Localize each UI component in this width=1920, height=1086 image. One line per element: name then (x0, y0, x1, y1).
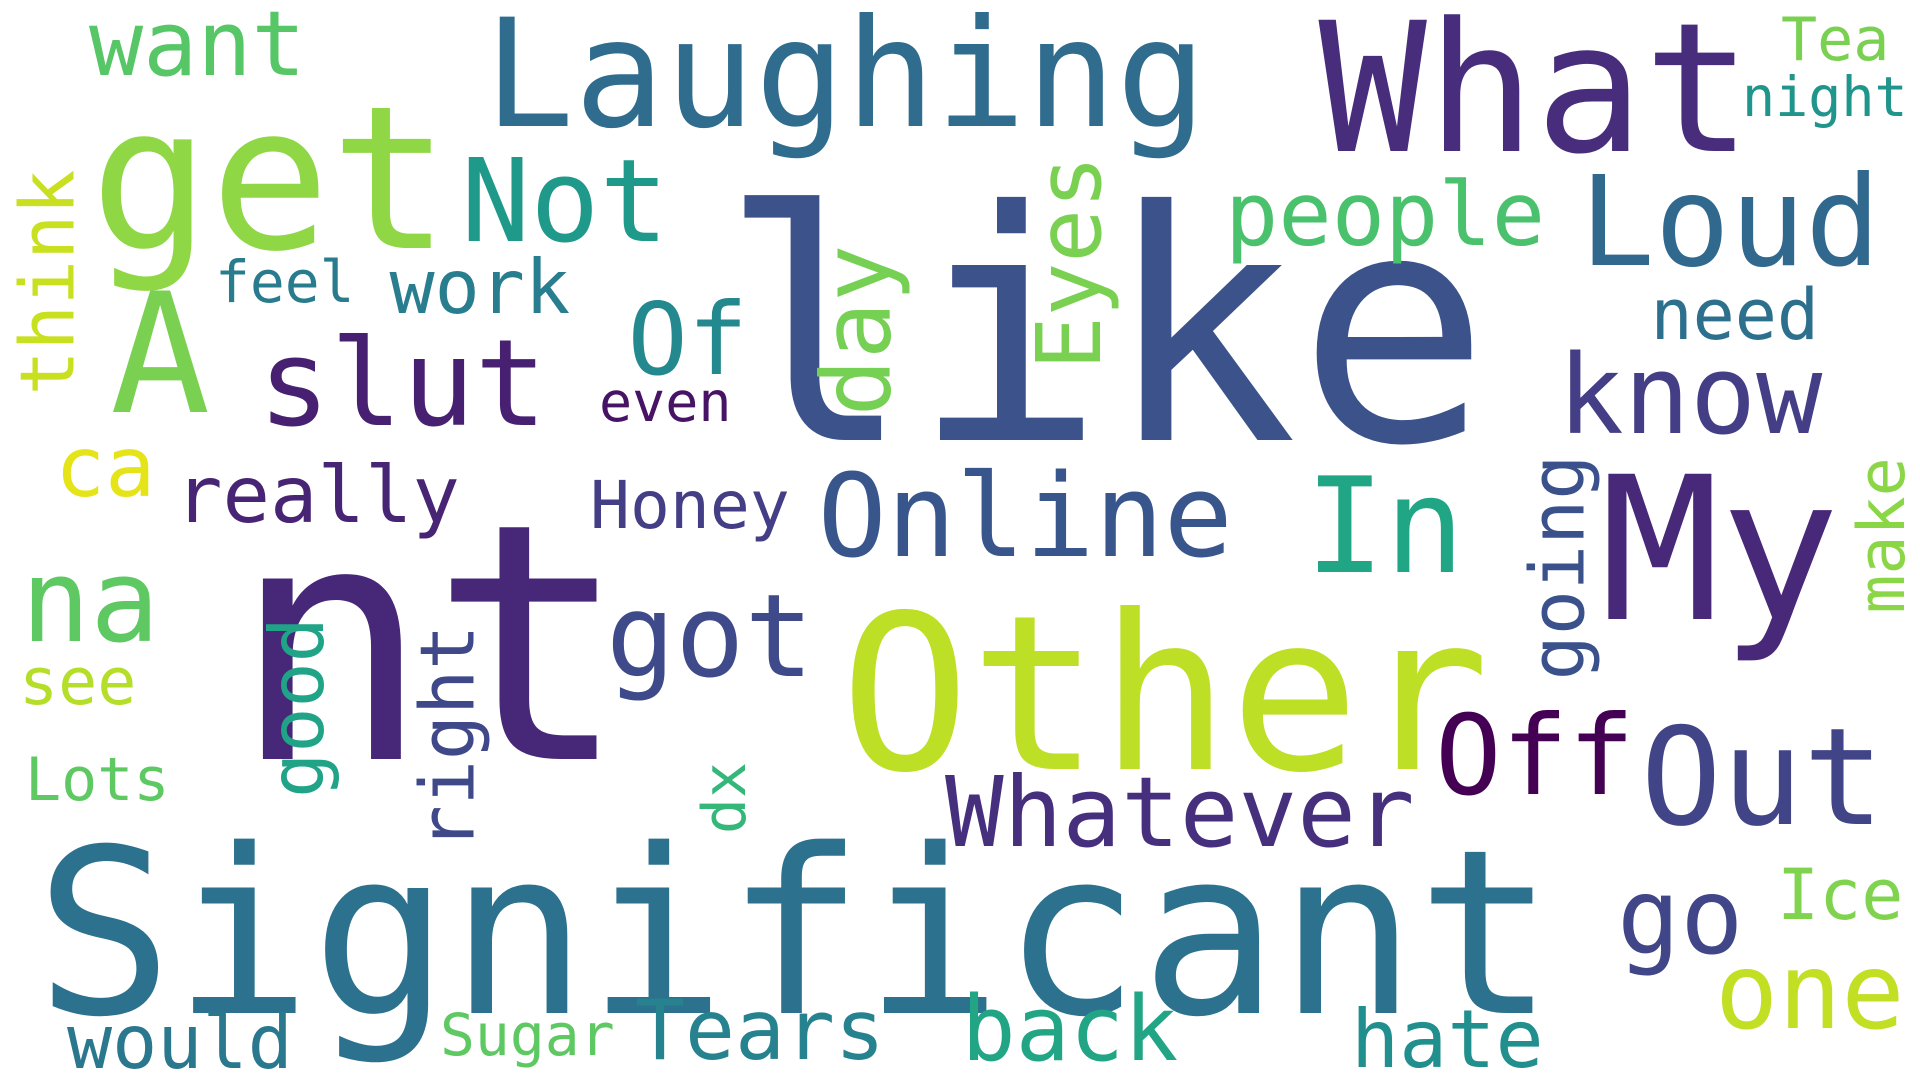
word-think: think (2, 169, 91, 396)
word-day: day (801, 244, 912, 416)
word-back: back (961, 977, 1179, 1082)
word-significant: Significant (35, 801, 1555, 1068)
word-in: In (1305, 450, 1465, 604)
word-go: go (1617, 856, 1744, 978)
word-going: going (1512, 454, 1601, 681)
word-one: one (1715, 931, 1905, 1053)
word-slut: slut (258, 315, 547, 454)
word-really: really (175, 448, 460, 541)
word-people: people (1225, 162, 1546, 266)
word-good: good (252, 617, 341, 798)
word-a: A (110, 257, 211, 452)
word-what: What (1318, 0, 1752, 194)
word-out: Out (1640, 699, 1885, 856)
word-tea: Tea (1781, 5, 1890, 75)
word-ca: ca (55, 419, 156, 516)
word-feel: feel (215, 247, 355, 316)
word-would: would (67, 998, 293, 1086)
word-laughing: Laughing (484, 0, 1207, 162)
word-sugar: Sugar (440, 1001, 615, 1069)
word-honey: Honey (590, 466, 790, 544)
word-hate: hate (1351, 993, 1544, 1086)
word-right: right (402, 624, 491, 851)
word-got: got (606, 570, 814, 704)
word-eyes: Eyes (1017, 155, 1122, 371)
word-see: see (19, 645, 137, 720)
word-dx: dx (690, 761, 761, 834)
word-loud: Loud (1579, 150, 1881, 295)
word-of: Of (627, 281, 748, 398)
word-like: like (719, 144, 1491, 516)
word-make: make (1844, 456, 1920, 614)
word-night: night (1742, 65, 1908, 129)
word-online: Online (817, 450, 1233, 584)
word-work: work (389, 243, 571, 331)
word-need: need (1650, 274, 1820, 356)
word-tears: Tears (635, 981, 885, 1079)
word-my: My (1600, 433, 1840, 666)
word-nt: nt (231, 453, 629, 837)
word-na: na (21, 535, 160, 669)
word-ice: Ice (1777, 854, 1904, 936)
word-not: Not (461, 135, 669, 269)
word-whatever: Whatever (945, 754, 1415, 869)
word-other: Other (840, 569, 1490, 820)
word-know: know (1557, 331, 1823, 459)
word-lots: Lots (25, 745, 170, 815)
word-get: get (90, 63, 451, 296)
word-off: Off (1435, 692, 1635, 821)
word-even: even (599, 370, 732, 434)
word-want: want (89, 0, 306, 97)
